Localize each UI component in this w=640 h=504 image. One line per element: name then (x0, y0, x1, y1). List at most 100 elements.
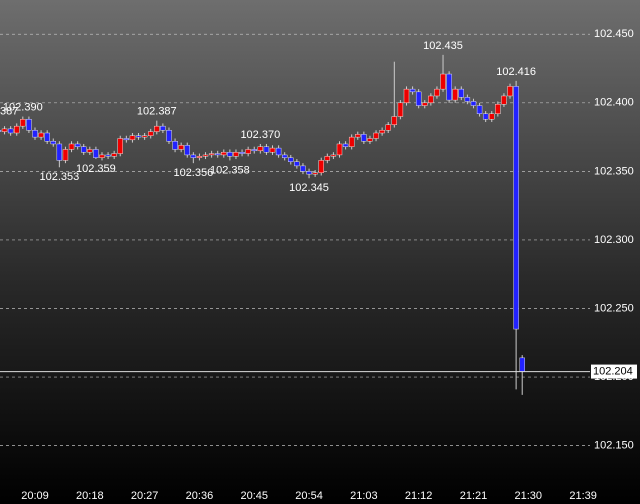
candle-body (464, 97, 471, 102)
candle-body (117, 138, 123, 154)
low-label: 102.345 (289, 182, 329, 194)
candle-body (74, 143, 81, 147)
candle-body (501, 95, 507, 105)
x-tick-label: 20:36 (186, 490, 214, 502)
high-label: 102.435 (423, 40, 463, 52)
candle-body (373, 132, 379, 139)
candle-body (245, 149, 251, 154)
candle-body (190, 154, 197, 158)
candle-body (476, 105, 483, 115)
candle-body (257, 146, 264, 152)
x-tick-label: 21:21 (460, 490, 488, 502)
candle-body (178, 145, 184, 150)
candle-body (294, 161, 300, 167)
candle-body (269, 147, 276, 153)
x-tick-label: 20:45 (240, 490, 268, 502)
grid: 102.150102.200102.250102.300102.350102.4… (0, 28, 634, 502)
candle-body (0, 130, 2, 132)
candle-body (172, 141, 178, 150)
candle-body (452, 88, 458, 101)
candle-body (434, 88, 440, 97)
candle-body (355, 134, 361, 138)
y-tick-label: 102.350 (594, 165, 634, 177)
candle-body (129, 135, 136, 141)
candle-body (99, 154, 105, 158)
candle-body (306, 171, 312, 175)
high-label: 102.387 (0, 106, 18, 118)
candle-body (391, 116, 398, 125)
candle-body (379, 130, 385, 134)
candle-body (281, 154, 288, 158)
candle-body (513, 86, 519, 330)
candle-body (495, 104, 501, 115)
candle-body (44, 132, 50, 142)
candle-body (32, 130, 38, 138)
candle-body (330, 154, 337, 157)
candle-body (519, 357, 525, 372)
x-tick-label: 20:54 (295, 490, 323, 502)
candle-body (239, 151, 245, 154)
low-label: 102.353 (39, 171, 79, 183)
candle-body (428, 95, 434, 104)
candle-body (38, 132, 44, 138)
candle-body (214, 153, 221, 156)
candle-body (196, 156, 203, 158)
candle-body (367, 138, 373, 142)
candle-body (397, 102, 404, 117)
y-tick-label: 102.150 (594, 440, 634, 452)
candle-body (68, 143, 75, 150)
low-label: 102.359 (76, 163, 116, 175)
candle-body (14, 125, 20, 134)
candle-body (440, 73, 446, 90)
candle-body (56, 143, 63, 161)
candle-body (458, 88, 464, 98)
candle-body (7, 128, 14, 134)
candle-body (489, 113, 495, 120)
candle-body (50, 141, 56, 145)
candle-body (446, 73, 452, 101)
candle-body (251, 149, 257, 152)
candle-body (275, 147, 282, 156)
candle-body (160, 125, 166, 131)
candle-body (221, 151, 227, 156)
candle-body (470, 101, 477, 106)
candle-body (154, 125, 160, 132)
y-tick-label: 102.250 (594, 302, 634, 314)
x-tick-label: 21:39 (569, 490, 597, 502)
x-tick-label: 21:03 (350, 490, 378, 502)
candles (0, 54, 525, 395)
high-label: 102.387 (137, 106, 177, 118)
high-label: 102.390 (3, 101, 43, 113)
candle-body (93, 149, 99, 158)
y-tick-label: 102.300 (594, 234, 634, 246)
candle-body (233, 151, 239, 157)
low-label: 102.356 (173, 167, 213, 179)
candle-body (482, 113, 489, 120)
candle-body (166, 130, 172, 142)
candle-body (385, 124, 391, 131)
x-tick-label: 20:18 (76, 490, 104, 502)
candle-body (208, 153, 215, 156)
candle-body (507, 86, 513, 97)
labels: 102.387102.390102.353102.359102.387102.3… (0, 40, 637, 379)
candle-body (422, 102, 428, 106)
candle-body (105, 154, 111, 157)
candle-body (288, 157, 294, 162)
candle-body (26, 119, 32, 131)
candle-body (324, 156, 331, 161)
candle-body (62, 149, 69, 161)
candle-body (135, 135, 142, 138)
candle-body (312, 172, 318, 175)
high-label: 102.370 (240, 129, 280, 141)
candle-body (81, 146, 87, 153)
candle-body (415, 91, 422, 106)
y-tick-label: 102.400 (594, 97, 634, 109)
candle-body (227, 151, 233, 157)
low-label: 102.358 (210, 164, 250, 176)
candle-body (336, 143, 343, 156)
candle-body (87, 149, 93, 153)
candle-body (300, 165, 306, 172)
candle-body (342, 143, 349, 147)
